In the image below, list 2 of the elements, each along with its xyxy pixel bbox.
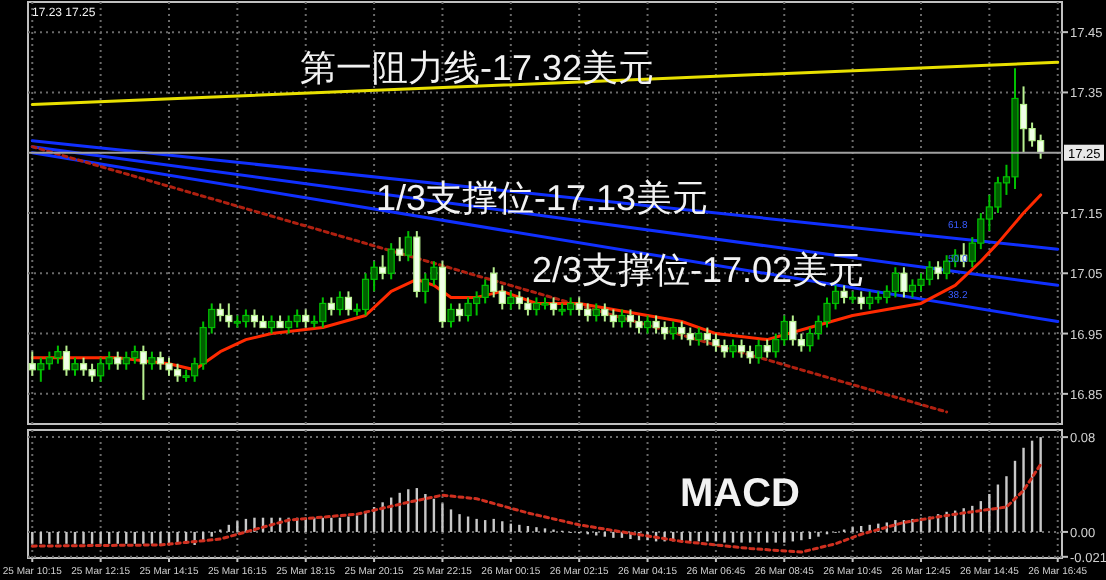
annotation: MACD [680,472,800,516]
annotation: 第一阻力线-17.32美元 [300,48,655,88]
